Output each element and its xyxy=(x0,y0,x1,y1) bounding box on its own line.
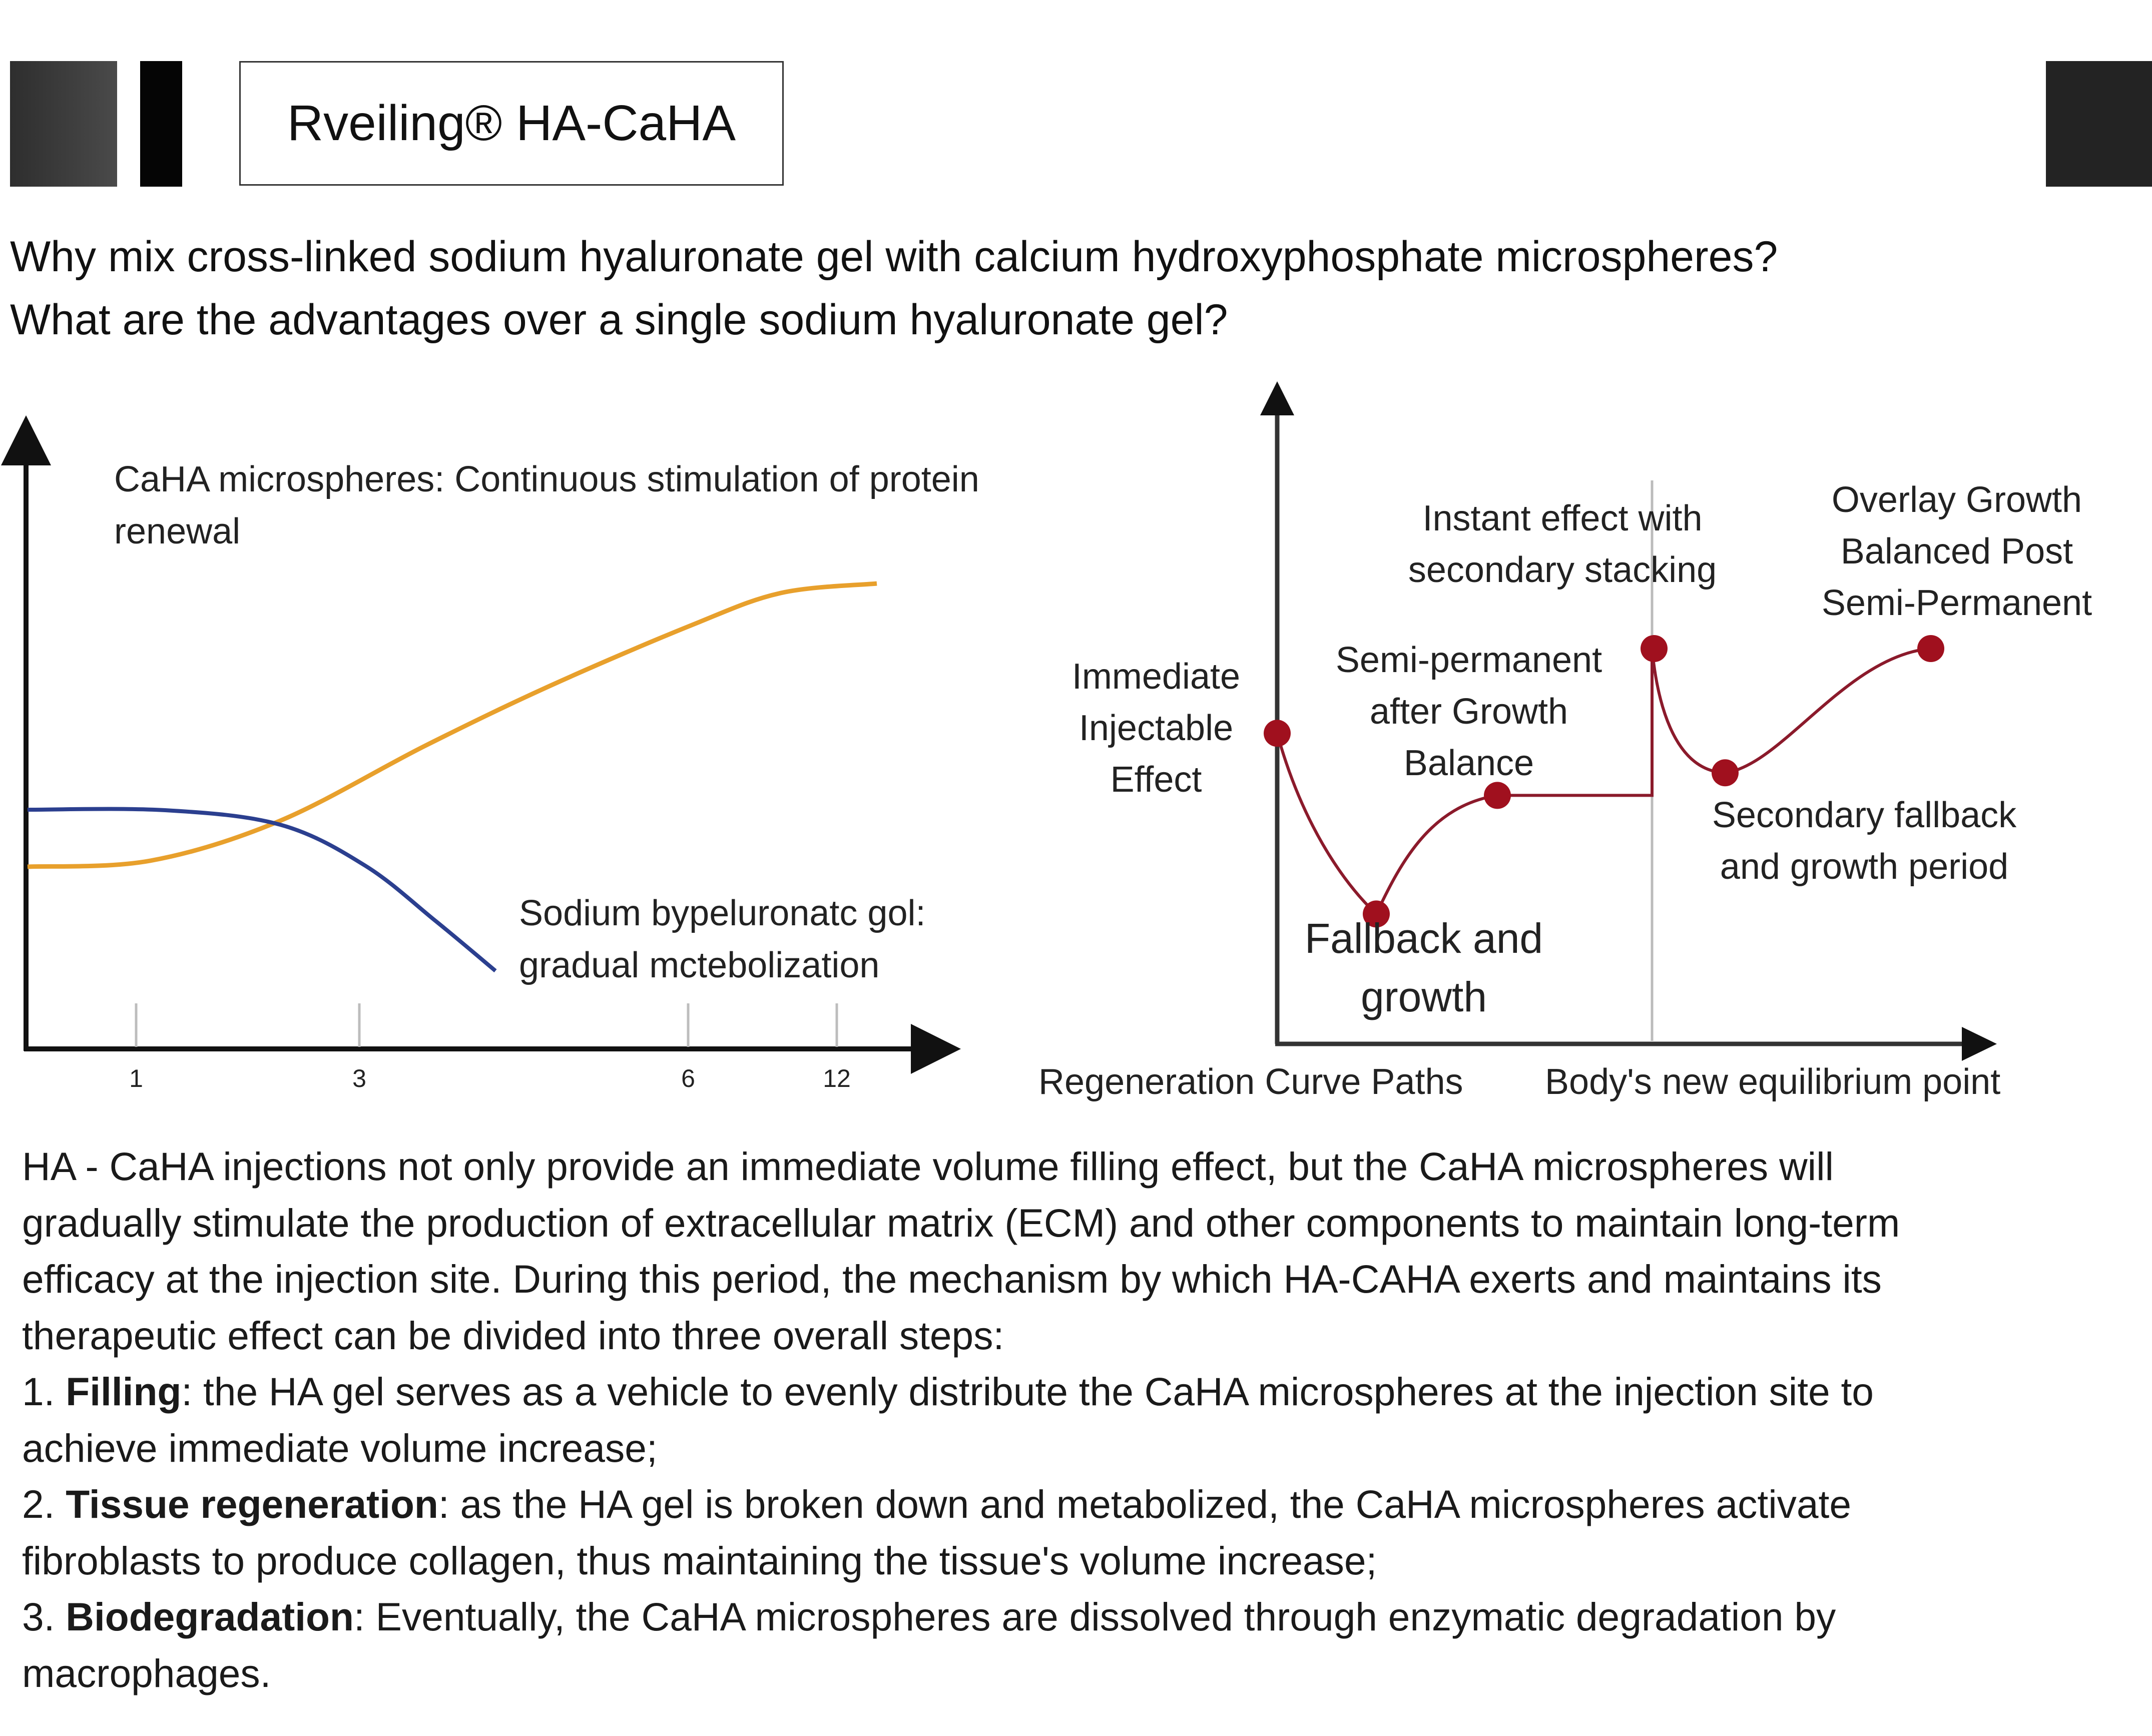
label-fallback: Fallback and growth xyxy=(1305,915,1543,1020)
x-tick-label: 6 xyxy=(681,1064,695,1092)
step-1-text: : the HA gel serves as a vehicle to even… xyxy=(181,1370,1874,1414)
label-immediate-1: Immediate xyxy=(1072,657,1240,697)
curve-point xyxy=(1641,635,1668,662)
label-fallback-1: Fallback and xyxy=(1305,915,1543,962)
x-tick-label: 1 xyxy=(129,1064,143,1092)
x-label-left: Regeneration Curve Paths xyxy=(1038,1062,1463,1102)
curve-point xyxy=(1264,720,1291,747)
header-block-right xyxy=(2046,61,2152,187)
x-tick-label: 3 xyxy=(352,1064,366,1092)
label-immediate-3: Effect xyxy=(1111,760,1202,800)
chart-right-y-arrow xyxy=(1260,381,1294,415)
label-overlay-3: Semi-Permanent xyxy=(1822,583,2092,623)
step-3-term: Biodegradation xyxy=(66,1595,354,1639)
label-overlay: Overlay Growth Balanced Post Semi-Perman… xyxy=(1822,480,2092,623)
step-2-cont: fibroblasts to produce collagen, thus ma… xyxy=(22,1538,1377,1583)
step-3-num: 3. xyxy=(22,1595,66,1639)
label-immediate: Immediate Injectable Effect xyxy=(1072,657,1240,800)
body-text: HA - CaHA injections not only provide an… xyxy=(22,1138,2134,1701)
caha-annotation-line-1: CaHA microspheres: Continuous stimulatio… xyxy=(114,459,979,499)
curve-point xyxy=(1484,782,1511,809)
label-semi-3: Balance xyxy=(1404,743,1534,783)
step-2-text: : as the HA gel is broken down and metab… xyxy=(438,1482,1852,1526)
step-1-cont: achieve immediate volume increase; xyxy=(22,1426,658,1470)
intro-line-1: HA - CaHA injections not only provide an… xyxy=(22,1144,1834,1189)
step-3-text: : Eventually, the CaHA microspheres are … xyxy=(353,1595,1836,1639)
step-3-cont: macrophages. xyxy=(22,1651,271,1695)
intro-line-4: therapeutic effect can be divided into t… xyxy=(22,1313,1004,1358)
label-fallback-2: growth xyxy=(1361,973,1487,1020)
header-bar-left xyxy=(140,61,182,187)
step-2-term: Tissue regeneration xyxy=(66,1482,438,1526)
curve-point xyxy=(1917,635,1944,662)
chart-right: Immediate Injectable Effect Semi-permane… xyxy=(1038,381,2092,1102)
step-2: 2. Tissue regeneration: as the HA gel is… xyxy=(22,1476,2134,1533)
question-line-2: What are the advantages over a single so… xyxy=(10,296,1228,344)
label-overlay-2: Balanced Post xyxy=(1841,531,2073,571)
question: Why mix cross-linked sodium hyaluronate … xyxy=(10,225,2112,351)
step-1: 1. Filling: the HA gel serves as a vehic… xyxy=(22,1364,2134,1420)
page-title: Rveiling® HA-CaHA xyxy=(239,61,784,186)
ha-annotation-line-2: gradual mctebolization xyxy=(519,945,879,985)
series-caha-line xyxy=(27,581,877,869)
step-1-num: 1. xyxy=(22,1370,66,1414)
question-line-1: Why mix cross-linked sodium hyaluronate … xyxy=(10,233,1778,281)
label-semi-permanent: Semi-permanent after Growth Balance xyxy=(1336,640,1602,783)
intro-line-2: gradually stimulate the production of ex… xyxy=(22,1201,1900,1245)
label-secondary-2: and growth period xyxy=(1720,847,2008,887)
page-title-text: Rveiling® HA-CaHA xyxy=(287,95,736,151)
label-secondary: Secondary fallback and growth period xyxy=(1712,795,2017,887)
label-secondary-1: Secondary fallback xyxy=(1712,795,2017,835)
step-2-num: 2. xyxy=(22,1482,66,1526)
header-block-left xyxy=(10,61,117,187)
x-label-right: Body's new equilibrium point xyxy=(1545,1062,2000,1102)
label-immediate-2: Injectable xyxy=(1079,708,1233,748)
label-semi-1: Semi-permanent xyxy=(1336,640,1602,680)
ha-annotation-line-1: Sodium bypeluronatc gol: xyxy=(519,893,926,933)
x-tick-label: 12 xyxy=(823,1064,851,1092)
curve-point xyxy=(1363,900,1390,928)
caha-annotation-line-2: renewal xyxy=(114,511,240,551)
label-overlay-1: Overlay Growth xyxy=(1832,480,2082,520)
label-instant: Instant effect with secondary stacking xyxy=(1408,498,1717,590)
step-3: 3. Biodegradation: Eventually, the CaHA … xyxy=(22,1589,2134,1645)
label-semi-2: after Growth xyxy=(1370,692,1568,732)
label-instant-1: Instant effect with xyxy=(1423,498,1703,538)
intro-line-3: efficacy at the injection site. During t… xyxy=(22,1257,1882,1301)
step-1-term: Filling xyxy=(66,1370,182,1414)
series-ha-line xyxy=(27,807,497,973)
chart-left: 1 3 6 12 CaHA microspheres: Continuous stim… xyxy=(1,415,979,1092)
label-instant-2: secondary stacking xyxy=(1408,550,1717,590)
curve-point xyxy=(1712,759,1739,787)
chart-right-x-arrow xyxy=(1962,1027,1997,1061)
